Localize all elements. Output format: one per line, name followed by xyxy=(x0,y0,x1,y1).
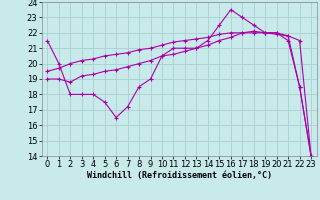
X-axis label: Windchill (Refroidissement éolien,°C): Windchill (Refroidissement éolien,°C) xyxy=(87,171,272,180)
